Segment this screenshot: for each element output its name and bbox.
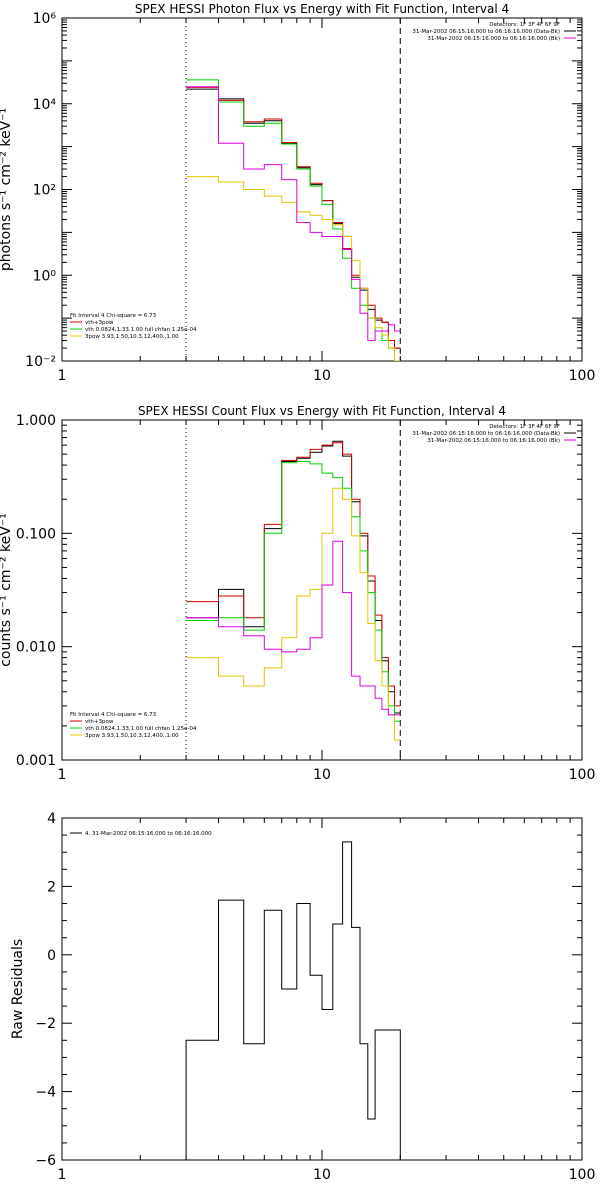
y-tick-label: −2	[35, 1016, 56, 1032]
y-tick-label: 10⁶	[33, 11, 57, 27]
x-tick-label: 10	[313, 767, 331, 783]
info-text: 31-Mar-2002 06:15:16.000 to 06:16:16.000…	[412, 431, 560, 437]
y-tick-label: 10⁰	[33, 268, 57, 284]
y-tick-label: 1.000	[16, 413, 56, 429]
fit-label: Fit Interval 4 Chi-square = 6.73	[70, 313, 157, 319]
legend-entry: vth 0.0824,1.33,1.00 full chfan 1.25e-04	[85, 327, 197, 333]
x-tick-label: 10	[313, 1167, 331, 1183]
y-tick-label: 10²	[33, 183, 56, 199]
x-tick-label: 100	[569, 368, 596, 384]
y-tick-label: 10⁴	[33, 97, 57, 113]
series-vth	[186, 79, 401, 361]
series-background	[186, 540, 401, 716]
y-tick-label: 0.001	[16, 753, 56, 769]
chart-panel-3: 1 10 100 −6 −4 −2 0 2 4 Raw Residuals 4. 31-Mar-20…	[10, 811, 595, 1183]
series-3pow	[186, 487, 401, 741]
x-tick-label: 1	[58, 368, 67, 384]
y-tick-label: 4	[47, 811, 56, 827]
chart-title: SPEX HESSI Count Flux vs Energy with Fit…	[138, 404, 506, 418]
y-tick-label: 2	[47, 879, 56, 895]
y-axis-label: counts s⁻¹ cm⁻² keV⁻¹	[0, 513, 14, 667]
series-background	[186, 86, 401, 341]
y-axis-label: Raw Residuals	[10, 939, 26, 1039]
x-tick-label: 100	[569, 1167, 596, 1183]
legend-entry: 3pow 3.93,1.50,10.3,12,400.,1.00	[85, 733, 179, 739]
x-tick-label: 100	[569, 767, 596, 783]
x-tick-label: 1	[58, 1167, 67, 1183]
legend-entry: 4. 31-Mar-2002 06:15:16.000 to 06:16:16.…	[85, 831, 212, 837]
info-text: 31-Mar-2002 06:15:16.000 to 06:16:16.000…	[412, 29, 560, 35]
series-vth	[186, 461, 401, 722]
y-axis-label: photons s⁻¹ cm⁻² keV⁻¹	[0, 108, 14, 271]
x-tick-label: 1	[58, 767, 67, 783]
y-tick-label: 10⁻²	[25, 354, 56, 370]
info-text: 31-Mar-2002 06:15:16.000 to 06:16:16.000…	[427, 438, 560, 444]
y-tick-label: 0.100	[16, 526, 56, 542]
info-text: 31-Mar-2002 06:15:16.000 to 06:16:16.000…	[427, 36, 560, 42]
series-4-31-mar-2002-06-15-16-000-to-06-16-16-000	[185, 841, 401, 1160]
legend-entry: vth+3pow	[85, 320, 114, 326]
y-tick-label: −4	[35, 1085, 56, 1101]
y-tick-label: 0	[47, 948, 56, 964]
legend-entry: 3pow 3.93,1.50,10.3,12,400.,1.00	[85, 334, 179, 340]
series-vth-3pow	[186, 86, 401, 349]
chart-panel-1: SPEX HESSI Photon Flux vs Energy with Fi…	[0, 2, 595, 384]
legend-entry: vth+3pow	[85, 719, 114, 725]
y-tick-label: −6	[35, 1153, 56, 1169]
x-tick-label: 10	[313, 368, 331, 384]
fit-label: Fit Interval 4 Chi-square = 6.73	[70, 712, 157, 718]
chart-title: SPEX HESSI Photon Flux vs Energy with Fi…	[135, 2, 509, 16]
chart-panel-2: SPEX HESSI Count Flux vs Energy with Fit…	[0, 404, 595, 783]
legend-entry: vth 0.0824,1.33,1.00 full chfan 1.25e-04	[85, 726, 197, 732]
y-tick-label: 0.010	[16, 640, 56, 656]
info-text: Detectors: 1F 3F 4F 6F 9F	[489, 424, 560, 430]
info-text: Detectors: 1F 3F 4F 6F 9F	[489, 22, 560, 28]
